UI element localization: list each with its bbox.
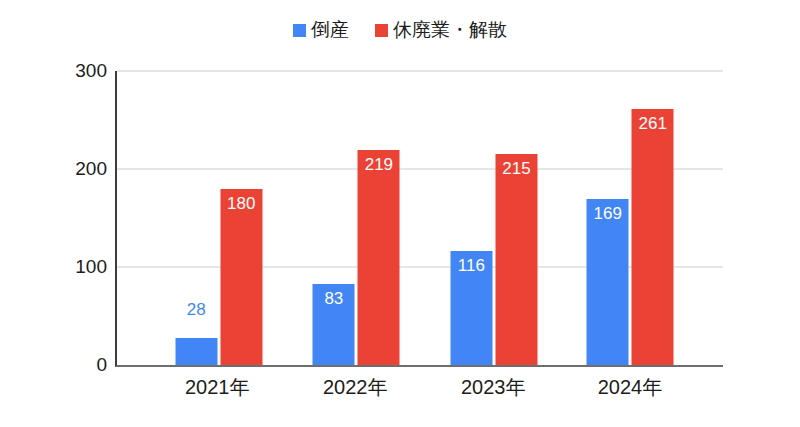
bar: 215 bbox=[495, 154, 537, 365]
y-tick-label: 300 bbox=[75, 60, 107, 82]
bar: 219 bbox=[358, 150, 400, 365]
plot-area: 2818083219116215169261 bbox=[115, 71, 723, 367]
legend-swatch-blue-icon bbox=[293, 24, 306, 37]
legend-item-tosan: 倒産 bbox=[293, 19, 349, 41]
legend-item-kyuhaigyo-kaisan: 休廃業・解散 bbox=[375, 19, 507, 41]
bar: 116 bbox=[450, 251, 492, 365]
gridline bbox=[117, 70, 723, 72]
y-tick-label: 200 bbox=[75, 158, 107, 180]
legend-label-kyuhaigyo-kaisan: 休廃業・解散 bbox=[393, 19, 507, 41]
bar: 169 bbox=[587, 199, 629, 365]
bar: 180 bbox=[220, 189, 262, 365]
bar: 83 bbox=[313, 284, 355, 365]
bar-value-label: 180 bbox=[200, 194, 282, 214]
bar: 28 bbox=[175, 338, 217, 365]
legend-swatch-red-icon bbox=[375, 24, 388, 37]
x-axis-label: 2023年 bbox=[461, 375, 526, 399]
bar-group: 83219 bbox=[313, 150, 400, 365]
y-axis: 0 100 200 300 bbox=[0, 0, 107, 427]
bar-value-label: 215 bbox=[475, 159, 557, 179]
bar-group: 169261 bbox=[587, 109, 674, 365]
x-axis-label: 2024年 bbox=[598, 375, 663, 399]
bar-value-label: 219 bbox=[338, 155, 420, 175]
x-axis-label: 2022年 bbox=[323, 375, 388, 399]
x-axis-label: 2021年 bbox=[185, 375, 250, 399]
bar-group: 116215 bbox=[450, 154, 537, 365]
bar-group: 28180 bbox=[175, 189, 262, 365]
x-axis: 2021年 2022年 2023年 2024年 bbox=[115, 375, 723, 405]
legend: 倒産 休廃業・解散 bbox=[0, 19, 800, 41]
chart-canvas: 倒産 休廃業・解散 0100200300 2818083219116215169… bbox=[0, 0, 800, 427]
y-tick-label: 0 bbox=[96, 354, 107, 376]
bar: 261 bbox=[632, 109, 674, 365]
bar-value-label: 261 bbox=[612, 114, 694, 134]
legend-label-tosan: 倒産 bbox=[311, 19, 349, 41]
y-tick-label: 100 bbox=[75, 256, 107, 278]
